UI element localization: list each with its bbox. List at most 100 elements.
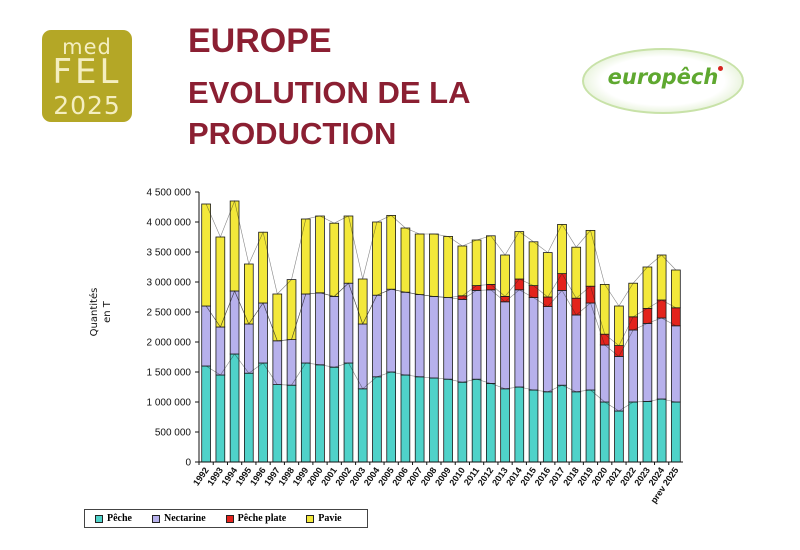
bar-peche-2002 [343, 362, 354, 463]
bar-pavie-2014 [514, 231, 525, 280]
bar-nectarine-2019 [585, 302, 596, 391]
bar-pavie-2002 [343, 215, 354, 284]
bar-peche-plate-2023 [642, 307, 653, 324]
bar-peche-plate-2016 [542, 296, 553, 308]
medfel-logo: med FEL 2025 [42, 30, 132, 122]
bar-nectarine-2015 [528, 297, 539, 391]
legend-item-peche-plate: Pêche plate [225, 513, 287, 524]
bar-peche-2019 [585, 389, 596, 463]
bar-pavie-2018 [571, 246, 582, 299]
series-line-pavie [205, 199, 677, 307]
legend-swatch [225, 514, 234, 523]
bar-peche-2022 [628, 401, 638, 463]
bar-pavie-2015 [528, 241, 539, 287]
bar-peche-2003 [357, 388, 368, 463]
legend-label: Pavie [318, 513, 342, 524]
y-tick-label: 0 [185, 458, 191, 469]
bar-peche-2008 [429, 377, 439, 463]
bar-pavie-1995 [244, 263, 254, 325]
bar-peche-1995 [244, 372, 254, 463]
bar-nectarine-2014 [514, 289, 525, 388]
medfel-logo-line2: FEL [52, 52, 122, 92]
bar-pavie-prev-2025 [671, 269, 681, 309]
bar-pavie-1996 [258, 231, 268, 304]
bar-nectarine-2023 [642, 322, 653, 402]
bar-nectarine-1992 [201, 305, 211, 367]
legend-item-peche: Pêche [95, 513, 132, 524]
y-axis-label-line2: en T [102, 300, 113, 323]
bar-nectarine-2020 [599, 344, 610, 403]
legend-item-pavie: Pavie [306, 513, 342, 524]
bar-peche-2023 [642, 400, 653, 463]
bar-pavie-2009 [443, 235, 453, 298]
bar-pavie-2020 [599, 283, 610, 335]
y-tick-label: 3 000 000 [147, 278, 192, 289]
bar-peche-2011 [471, 378, 482, 463]
bar-nectarine-2011 [471, 289, 482, 380]
bar-peche-2012 [486, 382, 496, 463]
bar-pavie-2017 [557, 223, 567, 274]
y-tick-label: 1 500 000 [147, 368, 192, 379]
y-tick-label: 1 000 000 [147, 398, 192, 409]
bar-nectarine-1993 [215, 326, 226, 376]
bar-pavie-2012 [486, 235, 496, 285]
bar-pavie-2005 [386, 214, 396, 290]
y-axis-label-line1: Quantités [88, 288, 100, 337]
medfel-logo-line1: med [62, 35, 112, 59]
bar-pavie-2000 [315, 215, 325, 294]
bar-nectarine-2012 [486, 289, 496, 384]
bar-nectarine-2007 [414, 294, 425, 378]
europech-logo: europêch [582, 48, 744, 118]
bar-peche-1993 [215, 374, 226, 463]
bar-peche-2004 [372, 376, 382, 463]
bar-peche-plate-2024 [656, 299, 667, 319]
bar-peche-1998 [286, 384, 297, 463]
bar-nectarine-2001 [329, 295, 340, 368]
europech-logo-dot [718, 66, 723, 71]
y-axis-label: Quantités en T [88, 288, 113, 337]
bar-nectarine-2013 [500, 301, 510, 390]
bar-nectarine-2010 [457, 298, 468, 383]
y-tick-label: 2 500 000 [147, 308, 192, 319]
legend-label: Pêche plate [237, 513, 287, 524]
y-tick-label: 4 000 000 [147, 218, 192, 229]
bar-peche-2020 [599, 401, 610, 463]
bar-nectarine-2021 [614, 355, 624, 412]
bar-pavie-2010 [457, 245, 468, 297]
bar-nectarine-2006 [400, 291, 411, 376]
y-tick-label: 4 500 000 [147, 188, 192, 199]
bar-pavie-1992 [201, 203, 211, 307]
bar-nectarine-2016 [542, 306, 553, 393]
chart-legend: Pêche Nectarine Pêche plate Pavie [84, 509, 368, 528]
bar-peche-1994 [229, 353, 240, 463]
europech-logo-ring [582, 48, 744, 114]
medfel-logo-line3: 2025 [53, 91, 121, 120]
y-tick-label: 3 500 000 [147, 248, 192, 259]
bar-pavie-2011 [471, 239, 482, 286]
bar-peche-1992 [201, 365, 211, 463]
bar-peche-plate-2017 [557, 273, 567, 291]
bar-peche-2000 [315, 364, 325, 463]
bar-peche-2014 [514, 386, 525, 463]
bar-peche-1996 [258, 362, 268, 463]
legend-swatch [95, 514, 103, 523]
bar-nectarine-prev-2025 [671, 325, 681, 403]
page-title-line3: PRODUCTION [188, 116, 397, 151]
bar-pavie-2024 [656, 254, 667, 301]
europech-logo-text: europêch [607, 65, 719, 89]
bar-peche-1997 [272, 384, 283, 463]
bar-pavie-1999 [300, 218, 311, 295]
bar-peche-2013 [500, 388, 510, 463]
series-line-peche [205, 353, 676, 412]
bar-pavie-2004 [372, 221, 382, 296]
bar-peche-2007 [414, 376, 425, 463]
bar-nectarine-2008 [429, 295, 439, 379]
bar-peche-2016 [542, 391, 553, 463]
bar-pavie-1997 [272, 293, 283, 342]
page-title-line1: EUROPE [188, 22, 332, 60]
bar-peche-2006 [400, 374, 411, 463]
bar-peche-2010 [457, 381, 468, 463]
legend-swatch [306, 514, 315, 523]
bar-nectarine-1995 [244, 323, 254, 374]
